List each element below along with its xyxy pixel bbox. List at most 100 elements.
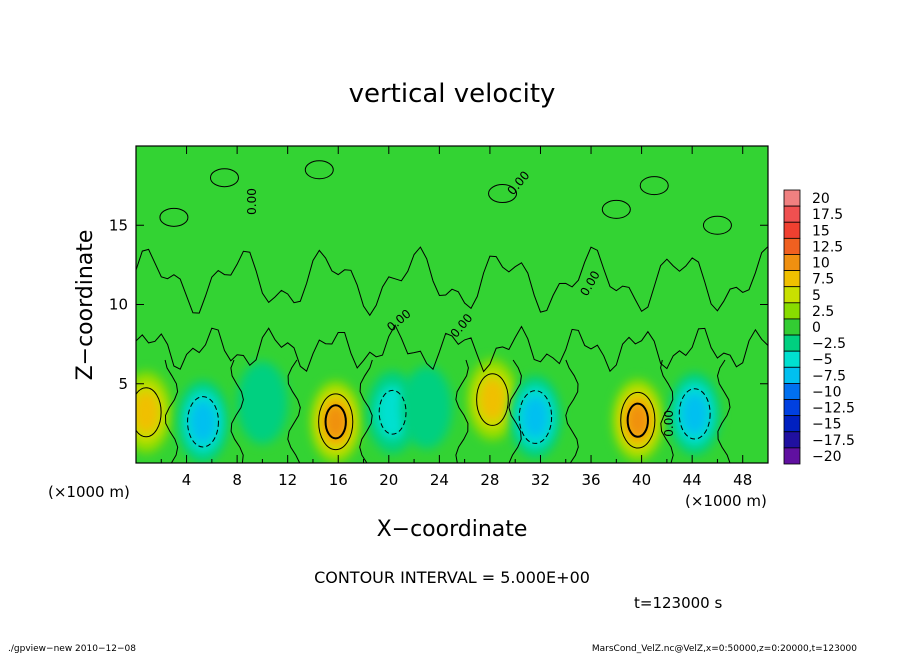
x-tick-label-8: 36 bbox=[581, 471, 600, 489]
zero-contour-label-0: 0.00 bbox=[245, 188, 259, 215]
colorbar-swatch-11 bbox=[783, 366, 801, 384]
y-ticks: 5 10 15 bbox=[109, 216, 768, 393]
field-feature-8-level-3 bbox=[626, 402, 649, 439]
x-axis-title: X−coordinate bbox=[377, 517, 528, 542]
colorbar-label-5: 7.5 bbox=[812, 272, 834, 288]
contour-1--5 bbox=[187, 396, 219, 448]
colorbar-label-11: −7.5 bbox=[812, 368, 846, 384]
x-tick-label-11: 48 bbox=[733, 471, 752, 489]
contour-3-5 bbox=[318, 393, 354, 451]
colorbar: 2017.51512.5107.552.50−2.5−5−7.5−10−12.5… bbox=[783, 189, 855, 465]
colorbar-label-14: −15 bbox=[812, 417, 842, 433]
y-tick-label-1: 10 bbox=[109, 296, 128, 314]
contour-6-5 bbox=[476, 373, 509, 426]
zero-contour-vertical-5 bbox=[508, 359, 522, 463]
contour-4--5 bbox=[378, 389, 407, 435]
colorbar-label-3: 12.5 bbox=[812, 239, 843, 255]
contour-9--5 bbox=[678, 388, 711, 440]
zero-contour-loop-0 bbox=[209, 168, 239, 188]
x-tick-label-4: 20 bbox=[379, 471, 398, 489]
zero-contour-loop-6 bbox=[702, 215, 732, 235]
colorbar-swatch-16 bbox=[783, 447, 801, 465]
x-ticks: 4 8 12 16 20 24 28 32 36 40 44 48 bbox=[160, 146, 752, 489]
field-feature-7-level-2 bbox=[522, 395, 549, 439]
zero-contour-vertical-6 bbox=[565, 359, 579, 463]
colorbar-swatch-2 bbox=[783, 221, 801, 239]
time-label: t=123000 s bbox=[634, 594, 722, 612]
contour-8-10 bbox=[626, 402, 649, 438]
contour-3-10 bbox=[324, 404, 347, 440]
colorbar-swatch-13 bbox=[783, 399, 801, 417]
colorbar-label-7: 2.5 bbox=[812, 304, 834, 320]
colorbar-label-13: −12.5 bbox=[812, 401, 855, 417]
zero-contour-loop-1 bbox=[304, 160, 334, 180]
x-axis-unit: (×1000 m) bbox=[685, 492, 767, 510]
colorbar-label-6: 5 bbox=[812, 288, 821, 304]
chart-title: vertical velocity bbox=[349, 79, 556, 109]
zero-contour-vertical-0 bbox=[164, 359, 179, 463]
contour-0-5 bbox=[136, 387, 162, 438]
field-layer bbox=[136, 358, 720, 463]
y-axis-unit: (×1000 m) bbox=[48, 483, 130, 501]
field-feature-9-level-2 bbox=[681, 392, 708, 436]
field-feature-6-level-2 bbox=[479, 378, 506, 421]
zero-contour-loop-3 bbox=[601, 199, 631, 219]
colorbar-label-16: −20 bbox=[812, 449, 842, 465]
zero-contour-loop-2 bbox=[488, 184, 518, 204]
x-tick-label-9: 40 bbox=[632, 471, 651, 489]
colorbar-swatch-8 bbox=[783, 318, 801, 336]
x-tick-label-3: 16 bbox=[329, 471, 348, 489]
colorbar-swatch-4 bbox=[783, 254, 801, 271]
colorbar-label-8: 0 bbox=[812, 320, 821, 336]
x-tick-label-2: 12 bbox=[278, 471, 297, 489]
zero-contour-vertical-2 bbox=[287, 359, 301, 463]
colorbar-swatch-5 bbox=[783, 270, 801, 288]
colorbar-label-0: 20 bbox=[812, 191, 830, 207]
field-feature-3-level-3 bbox=[324, 403, 347, 440]
zero-contour-vertical-4 bbox=[455, 359, 469, 463]
colorbar-label-9: −2.5 bbox=[812, 336, 846, 352]
x-tick-label-1: 8 bbox=[232, 471, 242, 489]
zero-contour-lower bbox=[136, 324, 768, 373]
y-axis-title: Z−coordinate bbox=[73, 230, 98, 381]
colorbar-label-4: 10 bbox=[812, 256, 830, 272]
x-tick-label-10: 44 bbox=[683, 471, 702, 489]
colorbar-swatch-12 bbox=[783, 383, 801, 400]
colorbar-swatch-7 bbox=[783, 302, 801, 320]
colorbar-label-2: 15 bbox=[812, 223, 830, 239]
x-tick-label-7: 32 bbox=[531, 471, 550, 489]
zero-contour-loop-4 bbox=[639, 176, 669, 196]
colorbar-swatch-0 bbox=[783, 189, 801, 207]
colorbar-swatch-6 bbox=[783, 286, 801, 304]
y-tick-label-0: 5 bbox=[118, 375, 128, 393]
colorbar-label-15: −17.5 bbox=[812, 433, 855, 449]
plot-area: 0.000.000.00 0.000.000.00 4 8 12 16 20 24 28 32 3… bbox=[109, 145, 769, 489]
x-tick-label-5: 24 bbox=[430, 471, 449, 489]
zero-contour-vertical-3 bbox=[359, 359, 373, 463]
field-feature-4-level-1 bbox=[375, 385, 410, 440]
colorbar-swatch-1 bbox=[783, 205, 801, 223]
field-feature-1-level-2 bbox=[189, 400, 216, 443]
zero-contour-upper bbox=[136, 246, 768, 317]
colorbar-swatch-15 bbox=[783, 431, 801, 449]
zero-contour-vertical-7 bbox=[660, 359, 674, 463]
y-tick-label-2: 15 bbox=[109, 216, 128, 234]
colorbar-swatch-9 bbox=[783, 334, 801, 352]
footer-left: ./gpview−new 2010−12−08 bbox=[8, 644, 136, 654]
zero-contour-label-5: 0.00 bbox=[662, 410, 676, 437]
field-feature-0-level-2 bbox=[136, 391, 160, 434]
colorbar-label-12: −10 bbox=[812, 384, 842, 400]
colorbar-swatch-14 bbox=[783, 415, 801, 433]
colorbar-label-1: 17.5 bbox=[812, 207, 843, 223]
field-feature-5-level-0 bbox=[401, 366, 452, 449]
colorbar-label-10: −5 bbox=[812, 352, 833, 368]
colorbar-swatch-3 bbox=[783, 237, 801, 255]
contour-interval-note: CONTOUR INTERVAL = 5.000E+00 bbox=[314, 568, 590, 587]
contour-8-5 bbox=[620, 391, 656, 449]
zero-contour-vertical-1 bbox=[230, 359, 244, 463]
zero-contour-vertical-8 bbox=[716, 359, 731, 463]
field-feature-2-level-0 bbox=[237, 361, 288, 444]
zero-contour-loop-5 bbox=[159, 207, 189, 227]
footer-right: MarsCond_VelZ.nc@VelZ,x=0:50000,z=0:2000… bbox=[592, 644, 857, 654]
